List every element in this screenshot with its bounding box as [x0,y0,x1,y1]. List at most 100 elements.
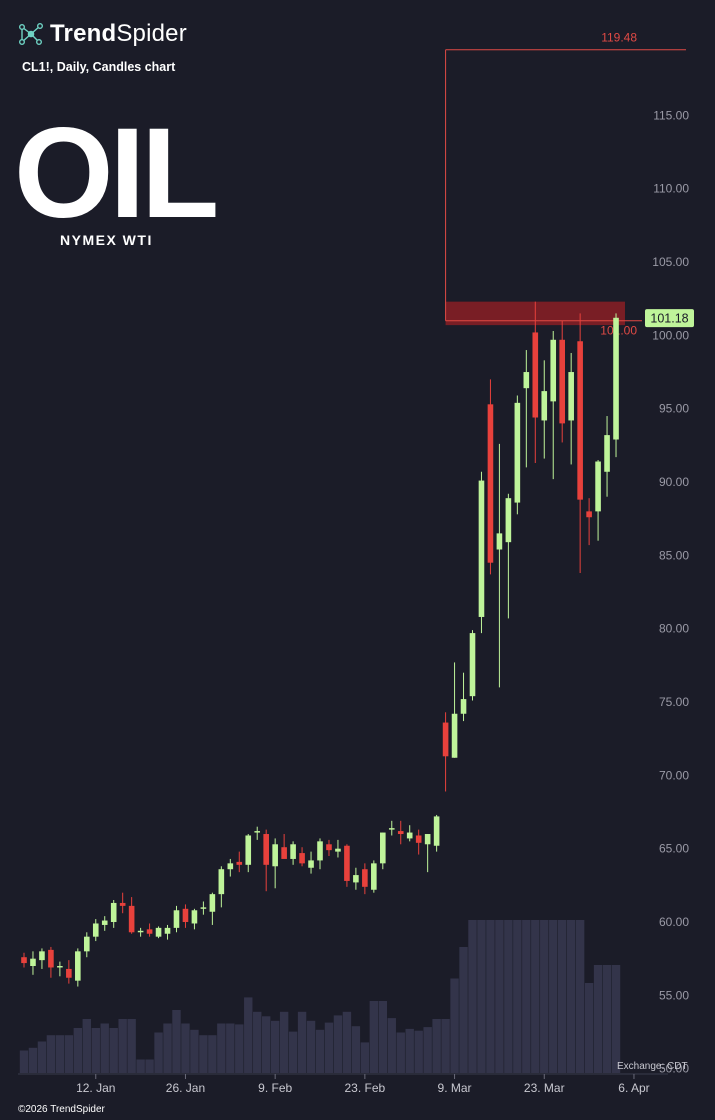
candle-body [568,372,574,421]
candle-body [613,317,619,440]
candle-body [586,511,592,518]
candle-body [604,435,610,472]
last-price-label: 101.18 [650,312,688,326]
volume-bar [486,920,495,1073]
candle-body [272,844,278,867]
volume-bar [64,1035,74,1073]
volume-bar [244,997,253,1073]
candle-body [137,930,144,933]
volume-bar [91,1028,100,1073]
candle-body [532,332,539,418]
x-tick-label: 23. Mar [524,1081,565,1095]
chart-subtitle: CL1!, Daily, Candles chart [22,60,176,74]
volume-bar [28,1047,38,1073]
candle-body [200,907,207,909]
candle-body [380,832,386,864]
candle-body [92,923,99,937]
volume-bar [315,1029,325,1073]
level-label: 119.48 [601,31,637,45]
candle-body [110,902,117,923]
volume-bar [414,1030,423,1073]
candle-body [119,902,126,906]
volume-bar [261,1016,271,1073]
exchange-label: Exchange: CDT [617,1061,688,1072]
candle-body [478,480,485,617]
volume-bar [593,965,603,1073]
x-tick-label: 9. Feb [258,1081,292,1095]
candle-body [30,958,36,967]
volume-bar [55,1035,65,1073]
candle-body [191,910,198,924]
candle-body [496,533,503,550]
candle-body [128,905,135,933]
candle-body [101,920,108,925]
volume-bar [288,1031,298,1073]
volume-bar [575,920,585,1073]
candle-body [173,910,180,928]
candle-body [245,835,252,865]
volume-bar [217,1023,226,1073]
candle-body [550,339,557,402]
x-tick-label: 26. Jan [166,1081,205,1095]
y-tick-label: 115.00 [653,108,689,122]
volume-bar [226,1023,235,1073]
x-tick-label: 23. Feb [345,1081,386,1095]
brand-name: TrendSpider [50,20,187,47]
volume-bar [468,920,477,1073]
candle-body [209,894,216,912]
volume-bar [549,920,558,1073]
volume-bar [360,1042,370,1073]
volume-bar [369,1001,379,1073]
y-tick-label: 100.00 [652,328,689,342]
volume-bar [109,1028,118,1073]
network-nodes-icon [19,23,44,46]
volume-bar [154,1032,163,1073]
volume-bar [351,1026,361,1073]
volume-bar [378,1001,387,1073]
candle-body [415,835,422,843]
volume-bar [118,1019,127,1073]
volume-bar [602,965,612,1073]
candle-body [433,816,440,846]
y-tick-label: 70.00 [659,768,689,782]
candle-body [39,951,45,961]
candle-body [281,847,287,859]
volume-bar [342,1011,352,1073]
volume-bar [495,920,504,1073]
candle-body [442,722,449,757]
candle-body [541,391,548,421]
y-tick-label: 105.00 [652,255,689,269]
copyright: ©2026 TrendSpider [18,1104,105,1115]
volume-bar [37,1041,47,1073]
volume-bar [46,1035,56,1073]
x-tick-label: 9. Mar [438,1081,472,1095]
volume-bar [441,1019,450,1073]
candle-body [424,834,431,845]
y-tick-label: 60.00 [659,915,689,929]
candle-body [57,966,63,968]
y-tick-label: 50.00 [659,1062,689,1076]
candle-body [299,853,305,864]
candle-body [21,957,27,964]
candle-body [182,908,189,923]
brand-logo: TrendSpider [18,20,187,48]
volume-bar [387,1018,396,1073]
y-tick-label: 85.00 [659,548,689,562]
volume-bar [270,1020,280,1073]
last-price-tag [645,309,694,328]
candle-body [218,869,225,895]
x-tick-label: 12. Jan [76,1081,115,1095]
volume-bar [208,1035,217,1073]
volume-bar [566,920,576,1073]
volume-bar [145,1059,154,1073]
candle-body [487,404,494,563]
volume-bar [163,1023,172,1073]
candle-body [66,968,72,978]
candle-body [83,936,90,952]
y-tick-label: 65.00 [659,842,689,856]
candle-body [362,869,368,887]
candle-body [451,713,458,758]
volume-bar [531,920,540,1073]
candle-body [254,831,261,833]
